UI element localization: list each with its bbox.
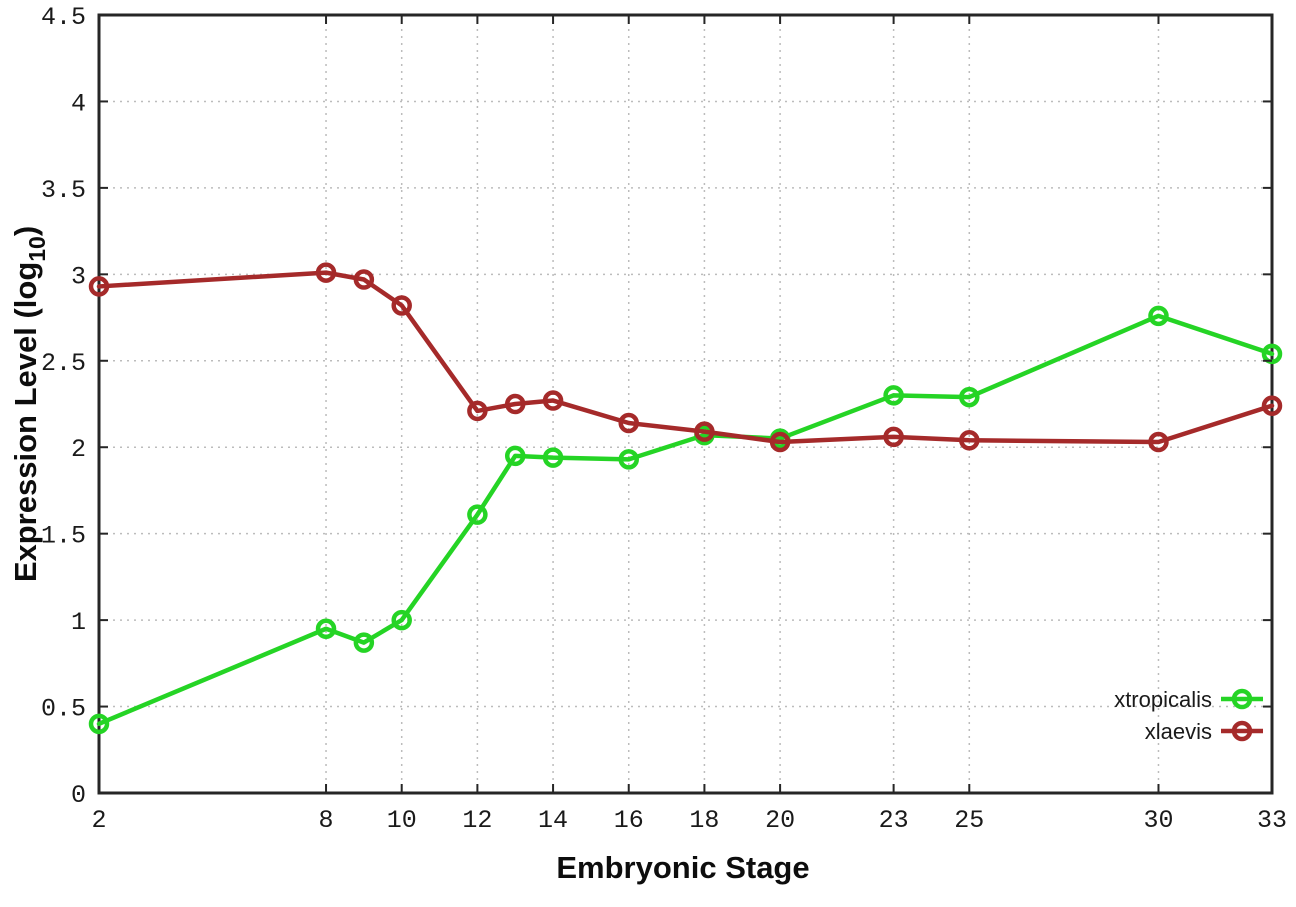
data-point-xtropicalis xyxy=(88,713,110,735)
y-tick-label: 0.5 xyxy=(41,695,86,724)
data-point-xtropicalis xyxy=(618,449,639,470)
series-line-xlaevis xyxy=(96,270,1275,445)
y-tick-label: 1.5 xyxy=(41,522,86,551)
legend-label-xtropicalis: xtropicalis xyxy=(1114,687,1212,712)
data-point-xlaevis xyxy=(1261,395,1283,416)
x-tick-label: 10 xyxy=(387,806,417,835)
data-point-xtropicalis xyxy=(504,445,526,467)
data-point-xtropicalis xyxy=(391,609,412,631)
y-tick-label: 4 xyxy=(71,89,86,118)
y-tick-label: 1 xyxy=(71,608,86,637)
tick-label-layer: 2 8 10 12 14 16 18 20 23 25 30 33 0 0.5 1 1.5 2 2.5 3 3.5 4 4… xyxy=(41,3,1287,835)
x-tick-label: 2 xyxy=(91,806,106,835)
y-axis-title: Expression Level (log10) xyxy=(8,226,50,582)
y-tick-label: 3.5 xyxy=(41,176,86,205)
legend-label-xlaevis: xlaevis xyxy=(1145,719,1212,744)
x-tick-label: 30 xyxy=(1143,806,1173,835)
data-point-xtropicalis xyxy=(353,632,375,653)
data-point-xlaevis xyxy=(959,430,980,451)
tick-layer xyxy=(98,14,1273,794)
y-tick-label: 2.5 xyxy=(41,349,86,378)
x-tick-label: 18 xyxy=(689,806,719,835)
x-tick-label: 14 xyxy=(538,806,568,835)
y-tick-label: 4.5 xyxy=(41,3,86,32)
data-point-xlaevis xyxy=(694,421,715,442)
legend-sample-marker-xtropicalis xyxy=(1231,688,1253,710)
x-tick-label: 33 xyxy=(1257,806,1287,835)
series-line-xtropicalis xyxy=(96,313,1275,727)
x-tick-label: 16 xyxy=(614,806,644,835)
y-tick-label: 2 xyxy=(71,435,86,464)
data-point-xlaevis xyxy=(504,393,526,415)
x-tick-label: 25 xyxy=(954,806,984,835)
data-point-xlaevis xyxy=(1148,431,1169,453)
grid-layer xyxy=(99,15,1272,793)
data-point-xlaevis xyxy=(88,276,110,297)
data-point-xtropicalis xyxy=(1261,343,1283,365)
y-tick-label: 3 xyxy=(71,262,86,291)
data-point-xlaevis xyxy=(769,431,791,453)
x-tick-label: 8 xyxy=(319,806,334,835)
x-tick-label: 23 xyxy=(879,806,909,835)
data-point-xlaevis xyxy=(883,426,904,448)
y-tick-label: 0 xyxy=(71,781,86,810)
data-point-xtropicalis xyxy=(1148,305,1169,327)
x-axis-title: Embryonic Stage xyxy=(556,850,809,885)
data-point-xtropicalis xyxy=(542,447,564,468)
data-point-xtropicalis xyxy=(467,504,488,525)
data-point-xlaevis xyxy=(618,412,639,434)
data-point-xtropicalis xyxy=(315,618,337,640)
plot-border-layer xyxy=(97,13,1274,795)
legend: xtropicalis xlaevis xyxy=(1114,687,1263,744)
data-point-xlaevis xyxy=(391,295,412,316)
x-tick-label: 12 xyxy=(462,806,492,835)
data-point-xtropicalis xyxy=(959,386,980,408)
data-point-xlaevis xyxy=(542,390,564,411)
series-layer xyxy=(88,262,1283,735)
data-point-xtropicalis xyxy=(883,385,904,406)
data-point-xlaevis xyxy=(353,269,375,290)
legend-sample-marker-xlaevis xyxy=(1231,720,1253,742)
plot-border xyxy=(97,13,1274,795)
data-point-xlaevis xyxy=(467,400,488,422)
x-tick-label: 20 xyxy=(765,806,795,835)
data-point-xlaevis xyxy=(315,262,337,283)
